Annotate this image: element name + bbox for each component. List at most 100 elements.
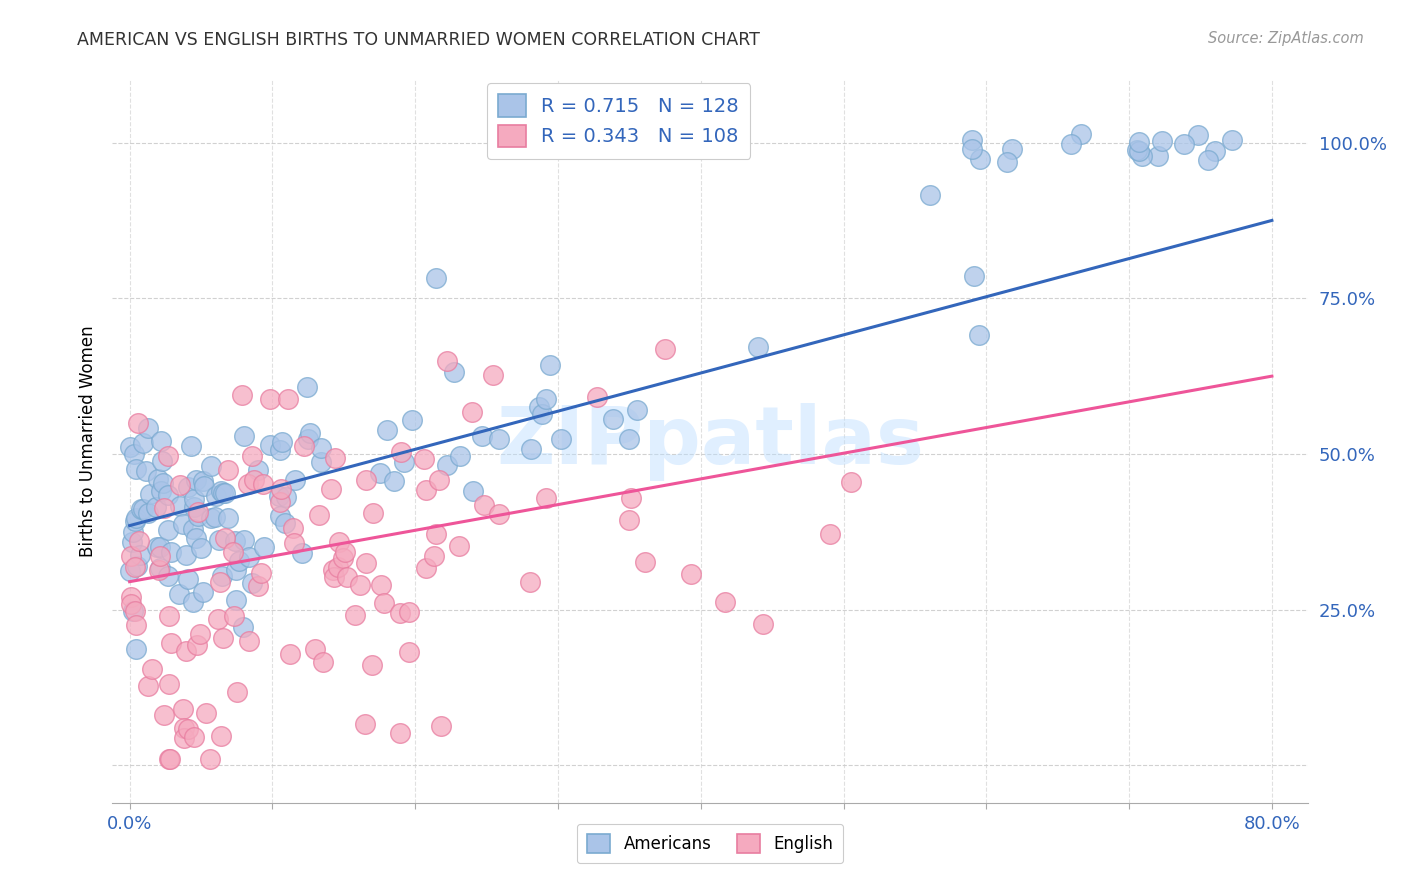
Point [960,141,983,155]
Point [236,477,259,491]
Point [423,549,446,563]
Point [129,501,152,516]
Point [212,631,235,645]
Point [425,526,447,541]
Point [217,463,239,477]
Point [370,578,392,592]
Point [180,439,202,453]
Point [186,531,208,545]
Point [361,657,384,672]
Point [488,507,510,521]
Point [322,563,344,577]
Point [281,521,304,535]
Point [269,508,291,523]
Point [322,570,344,584]
Point [534,392,557,407]
Point [634,555,657,569]
Point [839,475,862,489]
Point [191,585,214,599]
Point [177,572,200,586]
Point [308,508,330,522]
Point [214,531,236,545]
Point [121,535,143,549]
Point [482,368,505,382]
Point [232,533,254,547]
Point [436,458,458,472]
Point [195,706,218,720]
Point [150,434,173,449]
Point [122,604,145,618]
Point [377,423,399,437]
Point [250,566,273,580]
Point [172,702,194,716]
Point [232,620,254,634]
Point [752,616,775,631]
Point [173,721,195,735]
Point [124,447,146,461]
Point [278,648,301,662]
Point [228,554,250,568]
Point [157,523,180,537]
Point [160,545,183,559]
Point [238,634,260,648]
Point [368,466,391,480]
Point [918,188,941,202]
Point [183,500,205,515]
Point [138,487,160,501]
Point [1128,145,1150,159]
Point [159,752,181,766]
Point [231,388,253,402]
Point [205,489,228,503]
Point [190,541,212,556]
Point [224,533,246,548]
Point [336,570,359,584]
Point [332,551,354,566]
Point [471,429,494,443]
Point [208,575,231,590]
Point [461,483,484,498]
Point [173,731,195,745]
Point [190,627,212,641]
Point [146,472,169,486]
Point [204,509,226,524]
Point [211,486,233,500]
Point [128,533,150,548]
Point [200,752,222,766]
Point [531,407,554,421]
Point [361,506,384,520]
Point [354,557,377,571]
Point [527,401,550,415]
Point [585,390,607,404]
Point [222,545,245,559]
Point [1146,148,1168,162]
Point [191,474,214,488]
Point [311,655,333,669]
Legend: Americans, English: Americans, English [576,824,844,863]
Point [118,564,141,578]
Point [1150,135,1173,149]
Point [225,684,247,698]
Point [681,567,703,582]
Point [344,607,367,622]
Point [995,155,1018,169]
Point [259,392,281,407]
Point [184,473,207,487]
Point [415,483,437,497]
Point [1130,149,1153,163]
Point [283,536,305,550]
Point [136,421,159,435]
Point [150,454,173,468]
Point [193,479,215,493]
Point [131,436,153,450]
Point [309,441,332,455]
Point [135,464,157,478]
Point [429,719,451,733]
Point [309,455,332,469]
Point [145,500,167,515]
Point [274,490,297,504]
Point [124,618,146,632]
Point [169,477,191,491]
Point [1173,136,1195,151]
Point [132,502,155,516]
Point [284,473,307,487]
